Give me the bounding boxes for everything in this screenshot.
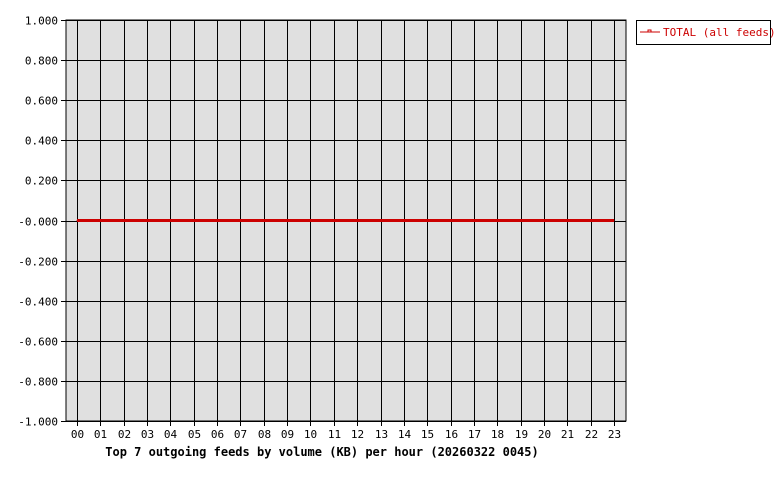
data-point: [169, 220, 171, 221]
y-tick-label: 0.200: [25, 175, 58, 188]
x-tick-label: 13: [375, 428, 388, 441]
data-point: [520, 220, 522, 221]
x-tick-label: 04: [164, 428, 178, 441]
data-point: [76, 220, 78, 221]
x-tick-label: 23: [608, 428, 621, 441]
y-tick-label: 0.400: [25, 135, 58, 148]
data-point: [613, 220, 615, 221]
x-tick-label: 18: [491, 428, 504, 441]
data-point: [239, 220, 241, 221]
x-tick-label: 10: [304, 428, 317, 441]
y-tick-label: -0.000: [18, 216, 58, 229]
series-layer: [76, 219, 615, 222]
grid: [66, 20, 626, 426]
x-tick-label: 20: [538, 428, 551, 441]
x-tick-label: 14: [398, 428, 412, 441]
x-tick-label: 19: [515, 428, 528, 441]
legend: TOTAL (all feeds): [636, 20, 776, 45]
x-tick-label: 03: [141, 428, 154, 441]
x-tick-label: 05: [188, 428, 201, 441]
data-point: [286, 220, 288, 221]
legend-label: TOTAL (all feeds): [663, 26, 776, 39]
x-tick-label: 16: [445, 428, 458, 441]
data-point: [380, 220, 382, 221]
data-point: [473, 220, 475, 221]
y-tick-label: 1.000: [25, 15, 58, 28]
data-point: [450, 220, 452, 221]
data-point: [426, 220, 428, 221]
x-tick-label: 12: [351, 428, 364, 441]
x-tick-label: 17: [468, 428, 481, 441]
y-tick-label: -0.200: [18, 256, 58, 269]
x-tick-label: 09: [281, 428, 294, 441]
data-point: [590, 220, 592, 221]
x-tick-label: 06: [211, 428, 224, 441]
x-tick-label: 15: [421, 428, 434, 441]
x-tick-label: 21: [561, 428, 574, 441]
x-tick-label: 22: [585, 428, 598, 441]
data-point: [543, 220, 545, 221]
x-axis: 00 01 02 03 04 05 06 07 08 09 10 11 12 13 14 15 16 17 18 19…: [71, 428, 621, 441]
y-tick-label: -0.800: [18, 376, 58, 389]
y-tick-label: 0.800: [25, 55, 58, 68]
data-point: [403, 220, 405, 221]
data-point: [356, 220, 358, 221]
x-tick-label: 00: [71, 428, 84, 441]
data-point: [496, 220, 498, 221]
y-axis: 1.000 0.800 0.600 0.400 0.200 -0.000 -0.200 -0.…: [18, 15, 66, 429]
y-tick-label: 0.600: [25, 95, 58, 108]
data-point: [193, 220, 195, 221]
legend-swatch-marker: [647, 29, 652, 33]
data-point: [99, 220, 101, 221]
data-point: [333, 220, 335, 221]
x-tick-label: 11: [328, 428, 341, 441]
data-point: [309, 220, 311, 221]
chart-title: Top 7 outgoing feeds by volume (KB) per …: [105, 445, 538, 459]
data-point: [263, 220, 265, 221]
y-tick-label: -0.400: [18, 296, 58, 309]
y-tick-label: -0.600: [18, 336, 58, 349]
data-point: [216, 220, 218, 221]
x-tick-label: 02: [118, 428, 131, 441]
data-point: [123, 220, 125, 221]
x-tick-label: 08: [258, 428, 271, 441]
x-tick-label: 07: [234, 428, 247, 441]
data-point: [566, 220, 568, 221]
y-tick-label: -1.000: [18, 416, 58, 429]
x-tick-label: 01: [94, 428, 107, 441]
data-point: [146, 220, 148, 221]
